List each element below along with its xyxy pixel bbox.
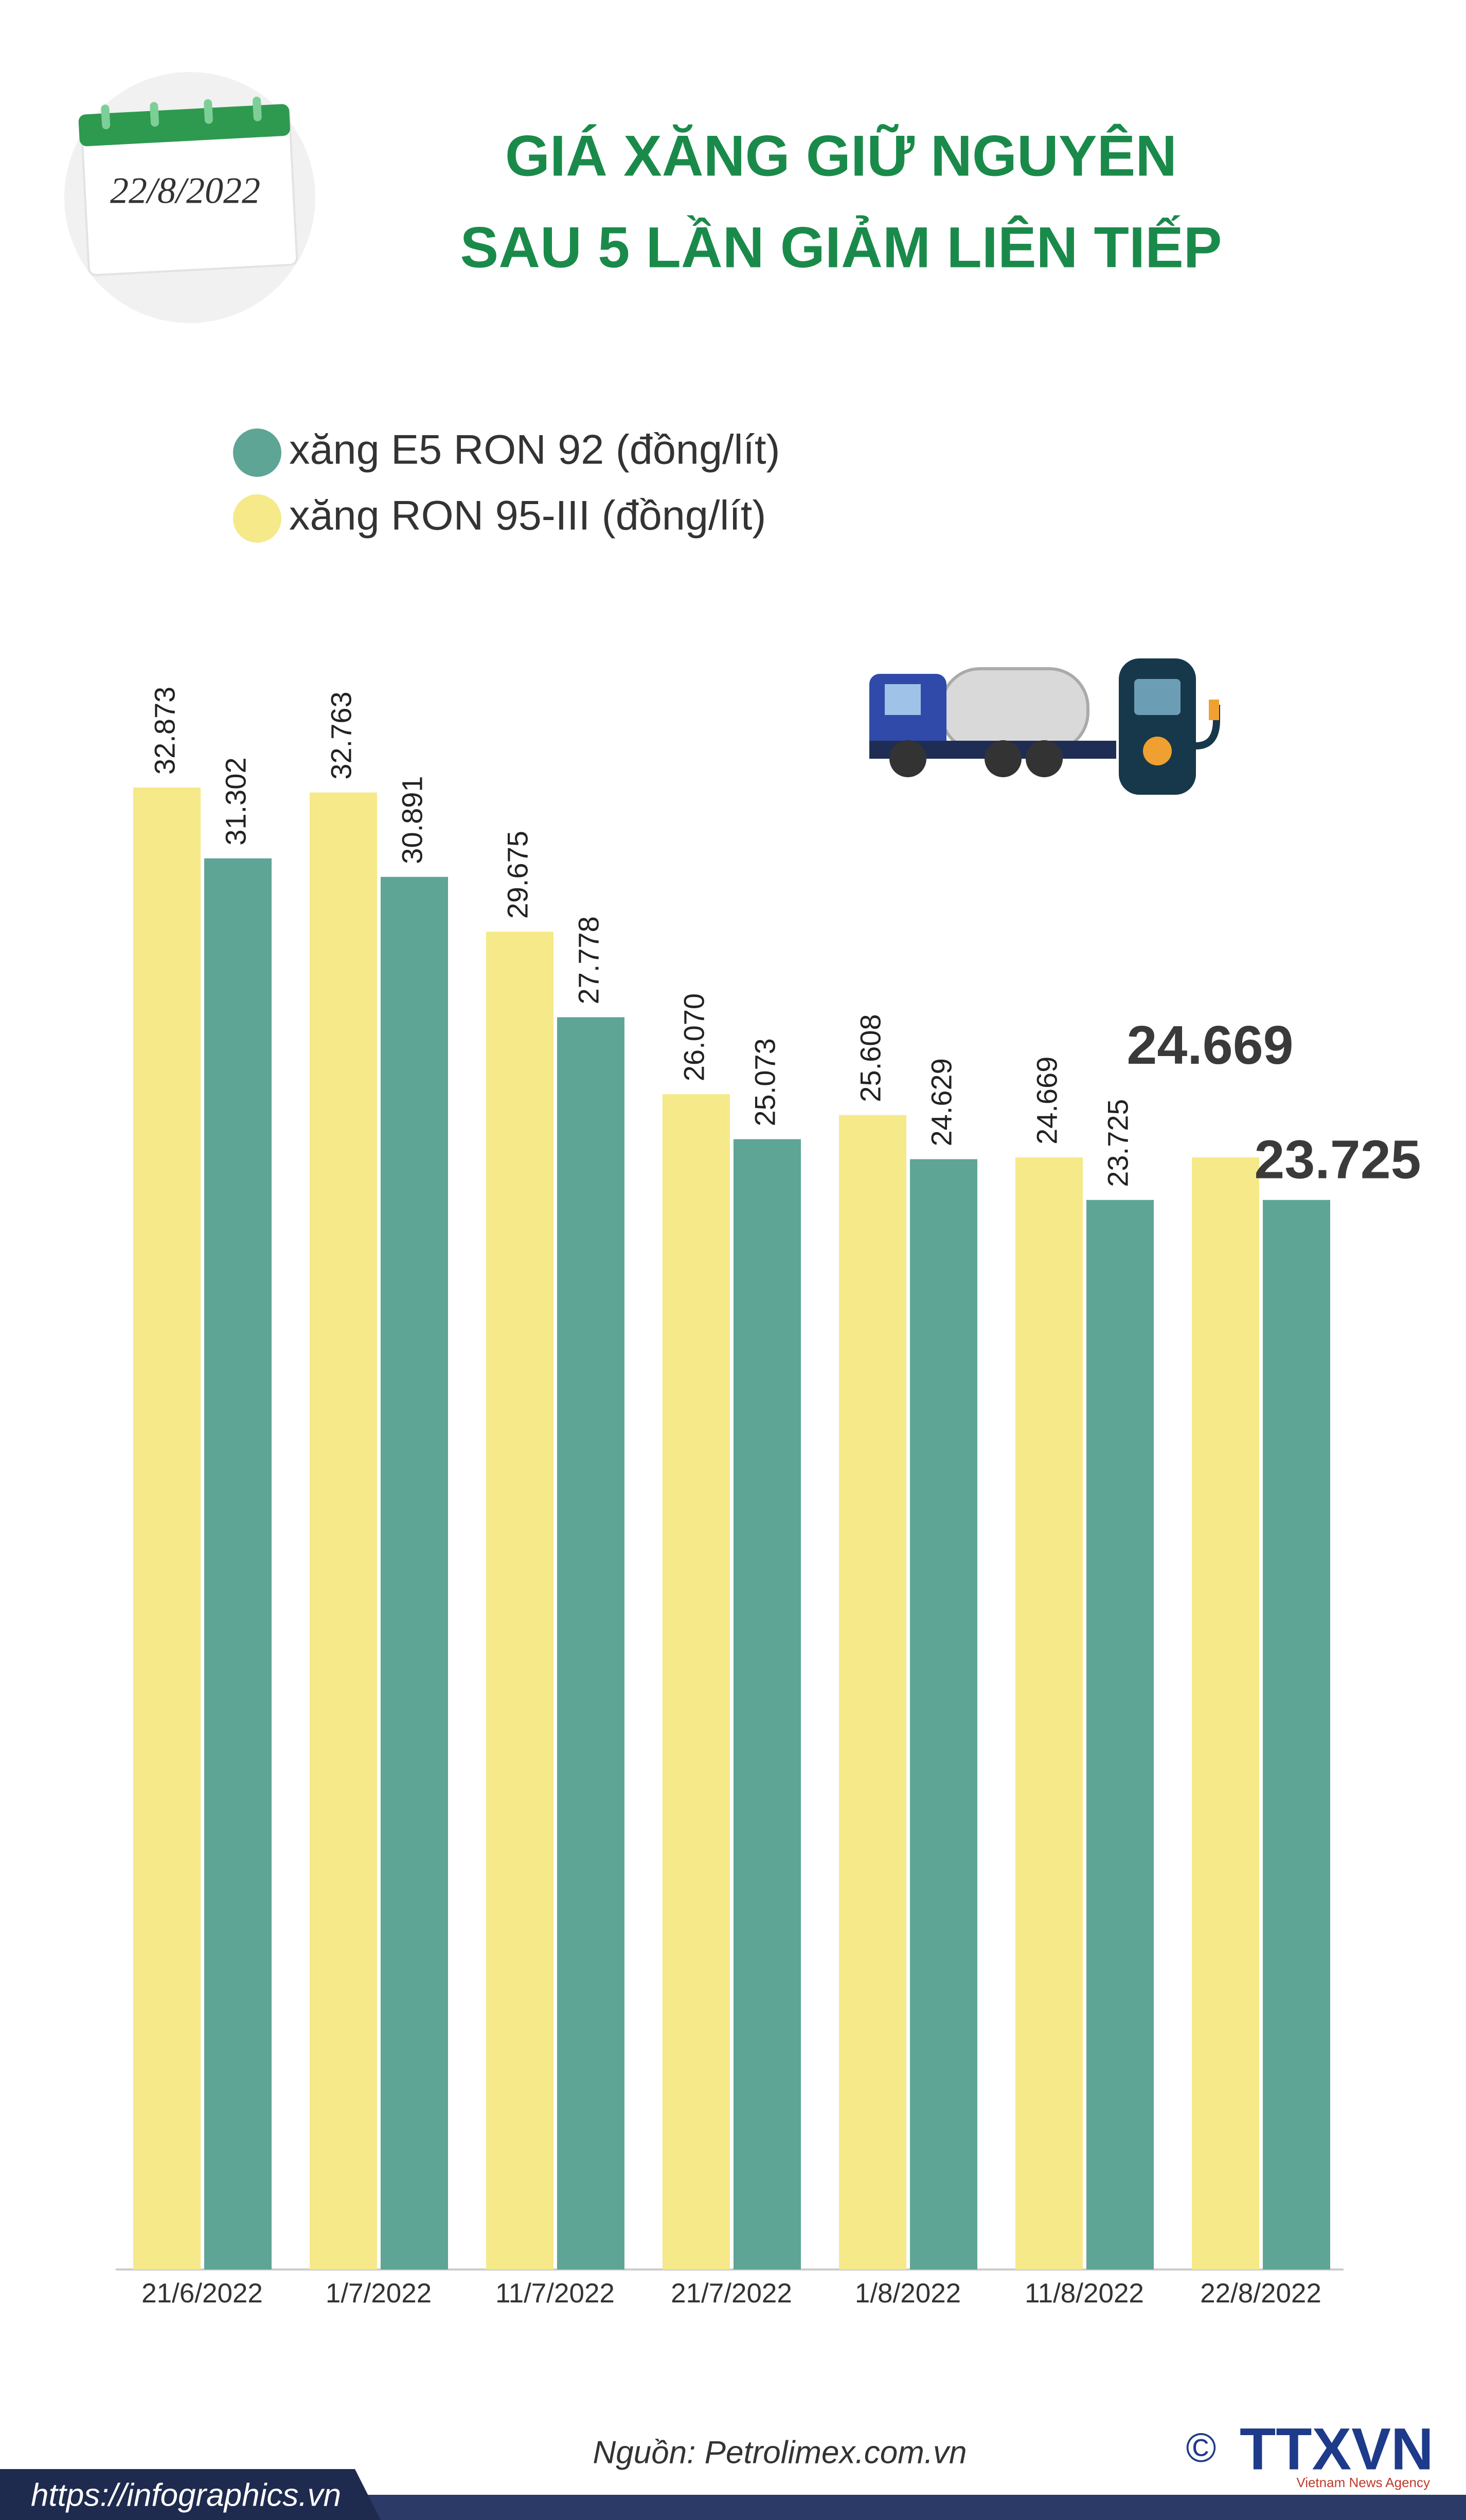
value-label: 24.629 [925,1058,957,1146]
value-label: 23.725 [1101,1099,1134,1187]
copyright: © [1186,2425,1217,2471]
x-tick-label: 1/8/2022 [855,2278,961,2309]
value-label: 32.873 [148,687,181,775]
truck-icon [869,667,1116,777]
footer-url: https://infographics.vn [31,2477,341,2513]
legend-swatch [233,494,281,543]
bar [734,1139,801,2269]
legend-swatch [233,428,281,477]
bar [1086,1200,1154,2269]
bar [663,1094,730,2269]
footer-url-box [0,2469,381,2520]
value-label-highlight: 24.669 [1127,1015,1293,1076]
calendar-rings [101,96,262,130]
value-label: 31.302 [219,757,252,845]
bar [204,858,272,2269]
calendar-top [78,104,290,147]
bar [381,877,448,2269]
x-tick-label: 11/8/2022 [1025,2278,1144,2309]
value-label: 32.763 [325,691,357,779]
bar [1263,1200,1330,2269]
value-label: 27.778 [572,916,604,1004]
value-label-highlight: 23.725 [1254,1130,1421,1190]
bar [310,792,377,2269]
value-label: 26.070 [677,993,710,1081]
chart-title: SAU 5 LẦN GIẢM LIÊN TIẾP [460,216,1222,280]
logo: TTXVN [1240,2416,1434,2482]
x-tick-label: 11/7/2022 [495,2278,615,2309]
value-label: 25.073 [748,1038,781,1126]
value-label: 30.891 [396,776,428,864]
bar [1192,1157,1259,2269]
agency: Vietnam News Agency [1296,2475,1430,2490]
bar [839,1115,906,2269]
chart-title: GIÁ XĂNG GIỮ NGUYÊN [505,124,1177,188]
bar [486,932,553,2269]
pump-icon [1119,658,1220,795]
bar [1015,1157,1083,2269]
bar [557,1017,624,2269]
legend-label: xăng RON 95-III (đồng/lít) [289,492,766,539]
x-tick-label: 1/7/2022 [326,2278,432,2309]
x-tick-label: 22/8/2022 [1200,2278,1321,2309]
x-tick-label: 21/7/2022 [671,2278,792,2309]
legend-label: xăng E5 RON 92 (đồng/lít) [289,426,780,473]
source: Nguồn: Petrolimex.com.vn [593,2435,967,2470]
x-tick-label: 21/6/2022 [141,2278,263,2309]
value-label: 24.669 [1030,1057,1063,1145]
value-label: 29.675 [501,831,533,919]
bar [133,788,201,2269]
badge-date: 22/8/2022 [110,170,260,211]
bar [910,1159,977,2269]
value-label: 25.608 [854,1014,886,1102]
